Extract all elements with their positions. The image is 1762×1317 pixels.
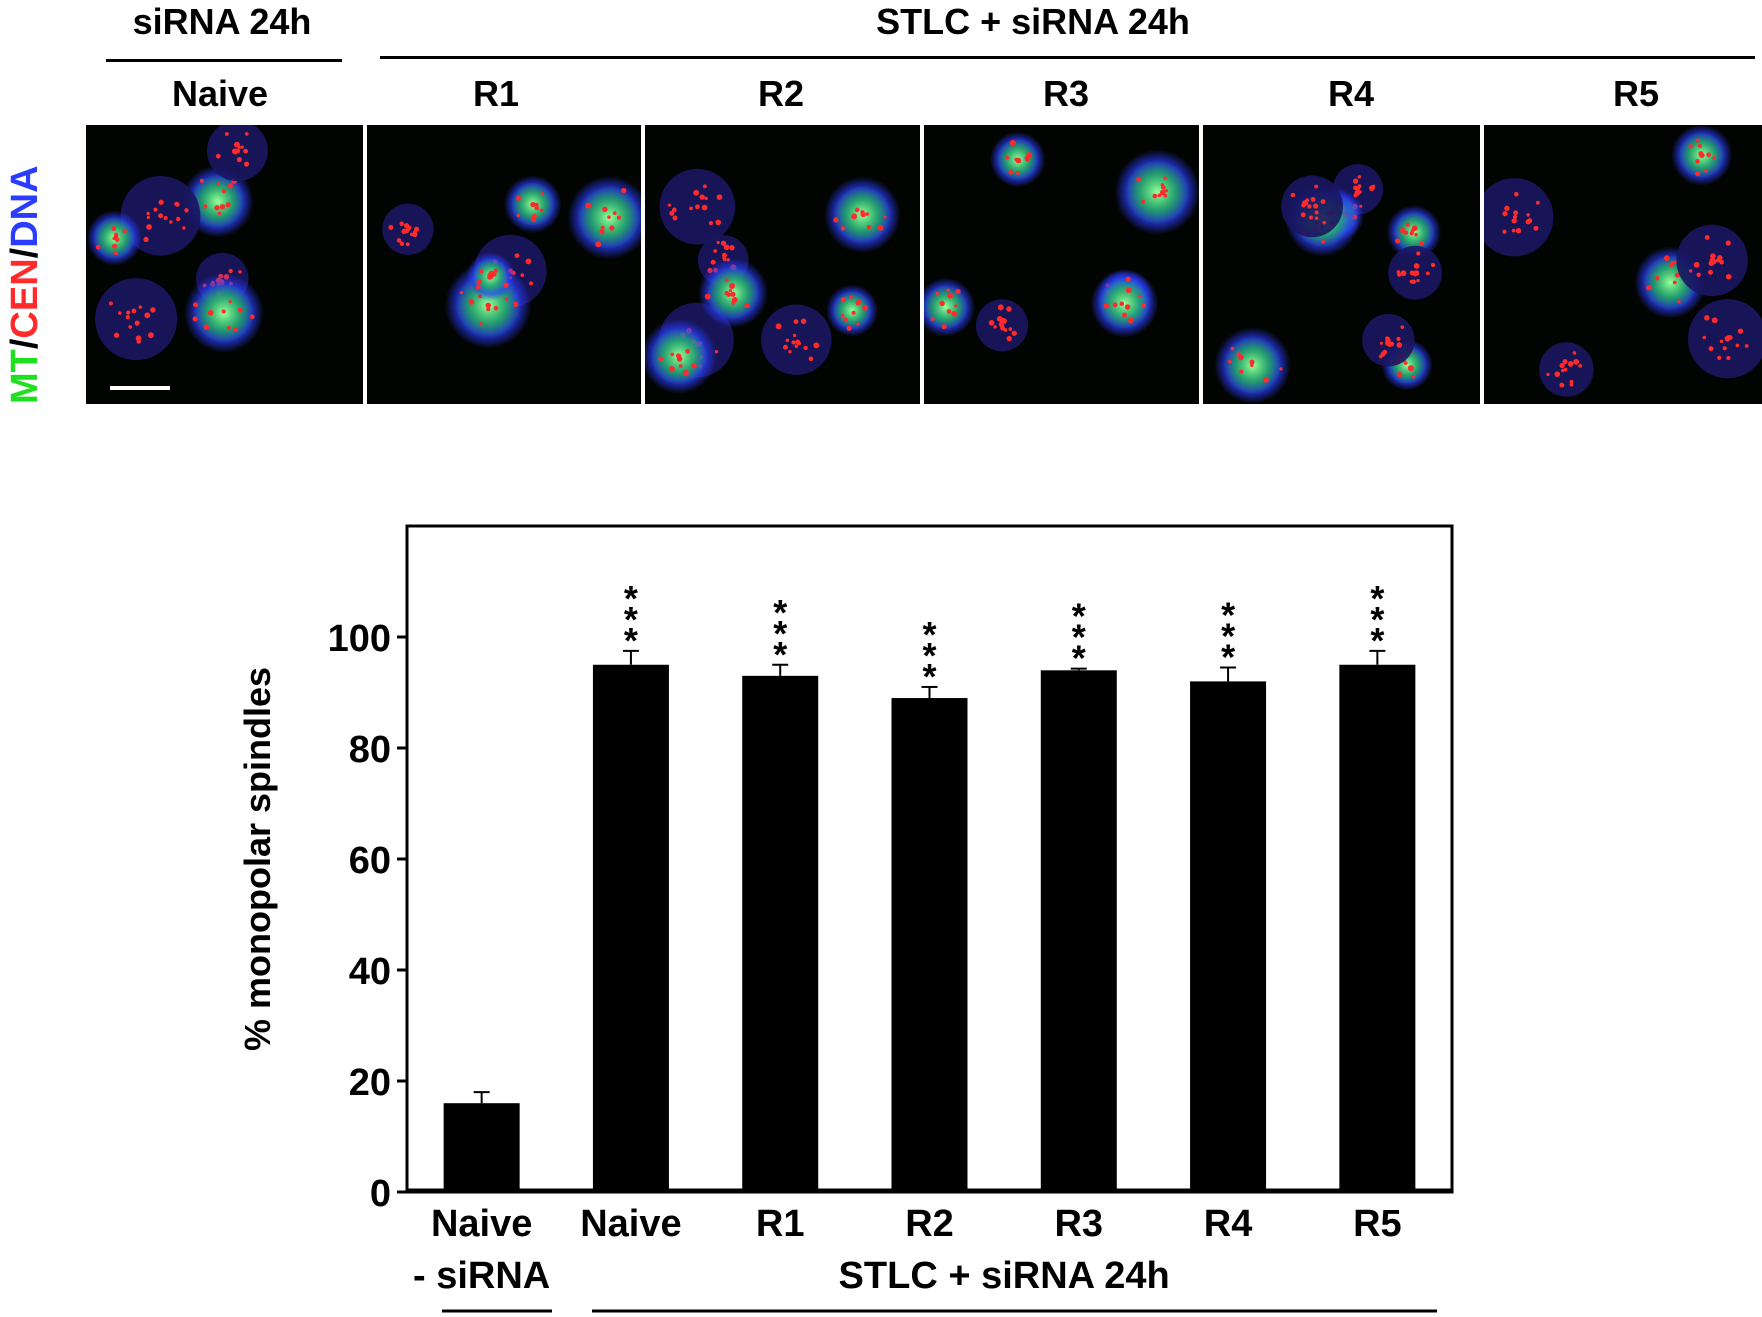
bar-chart: 0 20 40 60 80 100 % monopolar spindles Naive - s… bbox=[237, 524, 1454, 1313]
significance-5: * * * bbox=[1221, 595, 1235, 678]
bar-3 bbox=[891, 698, 968, 1190]
stain-sep-1: / bbox=[4, 338, 46, 350]
micrograph-r1 bbox=[367, 125, 641, 404]
panel-label-r2: R2 bbox=[757, 73, 805, 114]
micrograph-r5 bbox=[1484, 125, 1762, 404]
significance-6: * * * bbox=[1370, 578, 1384, 661]
x-tick-label-6: R5 bbox=[1353, 1203, 1402, 1245]
stain-legend: MT/CEN/DNA bbox=[4, 165, 46, 404]
x-tick-label-2: R1 bbox=[756, 1203, 805, 1245]
significance-3: * * * bbox=[922, 614, 936, 697]
y-tick-label-0: 0 bbox=[370, 1173, 391, 1215]
microscopy-panels bbox=[86, 125, 1762, 404]
bar-6 bbox=[1339, 664, 1416, 1190]
x-tick-label-1: Naive bbox=[580, 1203, 681, 1245]
panel-label-naive: Naive bbox=[171, 73, 269, 114]
x-tick-label-5: R4 bbox=[1204, 1203, 1253, 1245]
bar-0 bbox=[443, 1103, 520, 1190]
bar-2 bbox=[742, 675, 819, 1190]
significance-1: * * * bbox=[624, 578, 638, 661]
group-header-sirna: siRNA 24h bbox=[132, 1, 312, 42]
x-group-label-stlc: STLC + siRNA 24h bbox=[839, 1255, 1170, 1297]
group-header-stlc: STLC + siRNA 24h bbox=[876, 1, 1190, 42]
micrograph-r4 bbox=[1203, 125, 1480, 404]
micrograph-r3 bbox=[924, 125, 1199, 404]
panel-label-r1: R1 bbox=[472, 73, 520, 114]
micrograph-naive bbox=[86, 125, 363, 404]
x-tick-label-3: R2 bbox=[905, 1203, 954, 1245]
stain-mt: MT bbox=[4, 349, 46, 404]
significance-2: * * * bbox=[773, 592, 787, 675]
bar-4 bbox=[1040, 670, 1117, 1190]
panel-label-r5: R5 bbox=[1612, 73, 1660, 114]
stain-sep-2: / bbox=[4, 247, 46, 259]
group-rule-sirna bbox=[106, 59, 342, 62]
significance-4: * * * bbox=[1072, 596, 1086, 679]
y-tick-label-60: 60 bbox=[349, 840, 391, 882]
y-tick-label-20: 20 bbox=[349, 1062, 391, 1104]
micrograph-r2 bbox=[645, 125, 920, 404]
bar-1 bbox=[592, 664, 669, 1190]
y-tick-label-100: 100 bbox=[328, 618, 391, 660]
x-tick-label-0: Naive - siRNA bbox=[413, 1203, 550, 1297]
y-axis-label: % monopolar spindles bbox=[237, 667, 278, 1051]
y-tick-label-80: 80 bbox=[349, 729, 391, 771]
stain-cen: CEN bbox=[4, 258, 46, 339]
stain-dna: DNA bbox=[4, 165, 46, 248]
group-rule-stlc bbox=[380, 56, 1755, 59]
panel-label-r3: R3 bbox=[1042, 73, 1090, 114]
x-tick-label-4: R3 bbox=[1054, 1203, 1103, 1245]
y-tick-label-40: 40 bbox=[349, 951, 391, 993]
panel-label-r4: R4 bbox=[1327, 73, 1375, 114]
scale-bar bbox=[110, 386, 170, 390]
bar-5 bbox=[1190, 681, 1267, 1190]
